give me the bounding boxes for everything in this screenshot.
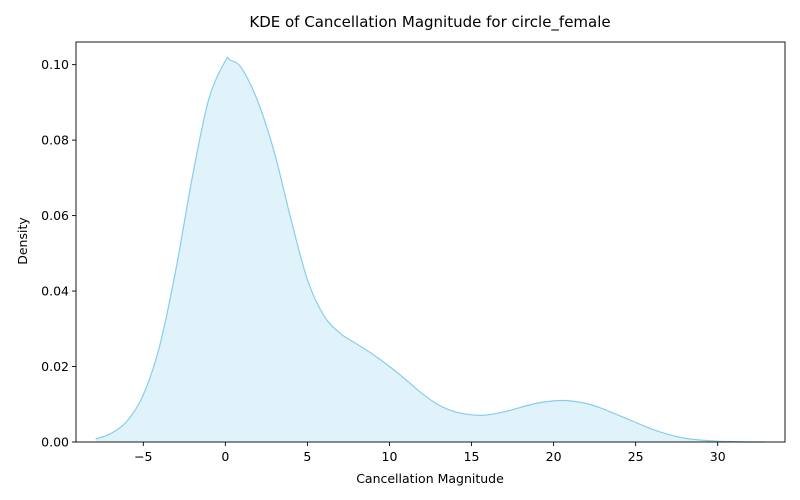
x-tick-label: 15 (464, 449, 480, 464)
x-axis-label: Cancellation Magnitude (356, 471, 504, 486)
x-tick-label: −5 (134, 449, 152, 464)
kde-area-fill (95, 57, 766, 443)
y-tick-label: 0.10 (41, 57, 69, 72)
y-tick-label: 0.00 (41, 435, 69, 450)
y-tick-label: 0.02 (41, 359, 69, 374)
kde-density-line (95, 56, 766, 443)
x-tick-label: 30 (710, 449, 726, 464)
y-tick-label: 0.04 (41, 284, 69, 299)
chart-title: KDE of Cancellation Magnitude for circle… (249, 13, 610, 32)
plot-frame (75, 41, 786, 443)
x-tick-label: 25 (628, 449, 644, 464)
x-tick-label: 0 (221, 449, 229, 464)
x-tick-label: 10 (382, 449, 398, 464)
y-tick-label: 0.08 (41, 133, 69, 148)
x-tick-label: 5 (303, 449, 311, 464)
y-tick-label: 0.06 (41, 208, 69, 223)
x-tick-label: 20 (546, 449, 562, 464)
y-axis-label: Density (15, 217, 30, 265)
